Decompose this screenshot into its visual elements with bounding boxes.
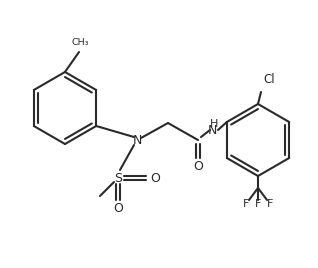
Text: O: O <box>150 172 160 184</box>
Text: O: O <box>193 161 203 173</box>
Text: H: H <box>210 119 218 129</box>
Text: N: N <box>207 124 217 136</box>
Text: CH₃: CH₃ <box>71 38 89 47</box>
Text: F: F <box>243 199 249 209</box>
Text: F: F <box>255 199 261 209</box>
Text: O: O <box>113 203 123 215</box>
Text: Cl: Cl <box>263 73 275 86</box>
Text: F: F <box>267 199 273 209</box>
Text: N: N <box>132 133 142 147</box>
Text: S: S <box>114 172 122 184</box>
